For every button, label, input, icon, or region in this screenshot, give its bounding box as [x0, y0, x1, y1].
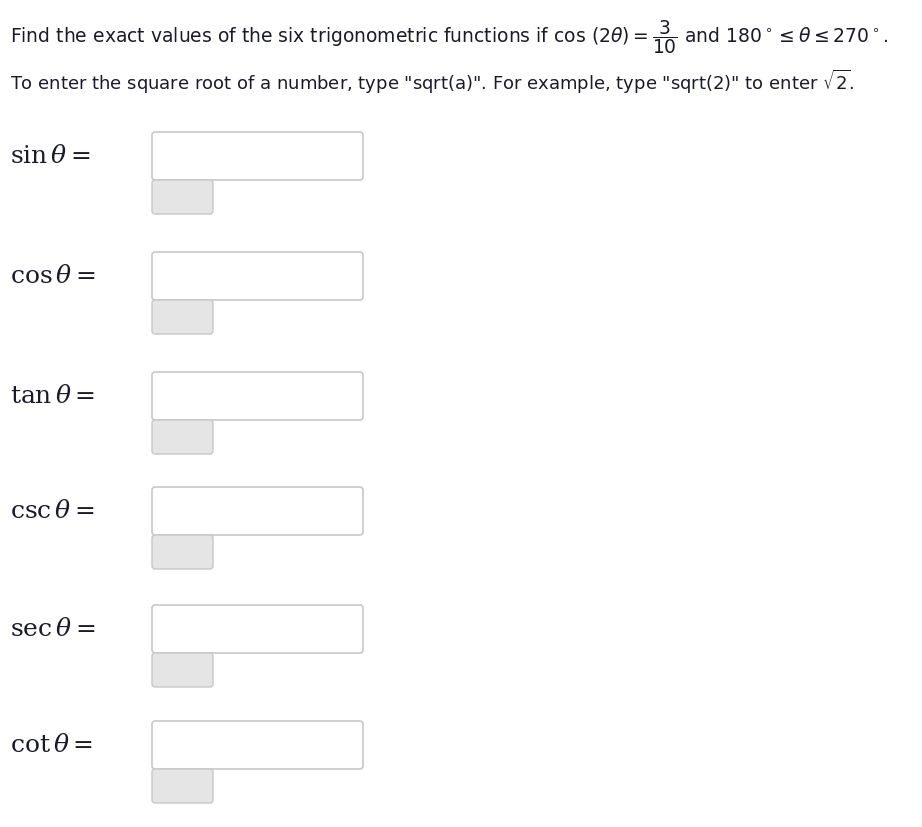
FancyBboxPatch shape	[152, 487, 363, 535]
Text: $\sec\theta =$: $\sec\theta =$	[10, 617, 96, 641]
Text: $\cot\theta =$: $\cot\theta =$	[10, 733, 93, 757]
FancyBboxPatch shape	[152, 721, 363, 769]
FancyBboxPatch shape	[152, 300, 213, 334]
FancyBboxPatch shape	[152, 372, 363, 420]
Text: $\cos\theta =$: $\cos\theta =$	[10, 264, 96, 288]
FancyBboxPatch shape	[152, 420, 213, 454]
FancyBboxPatch shape	[152, 180, 213, 214]
FancyBboxPatch shape	[152, 535, 213, 569]
FancyBboxPatch shape	[152, 132, 363, 180]
FancyBboxPatch shape	[152, 605, 363, 653]
Text: $\tan\theta =$: $\tan\theta =$	[10, 384, 95, 408]
FancyBboxPatch shape	[152, 252, 363, 300]
FancyBboxPatch shape	[152, 653, 213, 687]
Text: To enter the square root of a number, type "sqrt(a)". For example, type "sqrt(2): To enter the square root of a number, ty…	[10, 68, 855, 96]
Text: Find the exact values of the six trigonometric functions if $\cos\,(2\theta) = \: Find the exact values of the six trigono…	[10, 18, 889, 56]
FancyBboxPatch shape	[152, 769, 213, 803]
Text: $\sin\theta =$: $\sin\theta =$	[10, 144, 91, 168]
Text: $\csc\theta =$: $\csc\theta =$	[10, 499, 95, 523]
